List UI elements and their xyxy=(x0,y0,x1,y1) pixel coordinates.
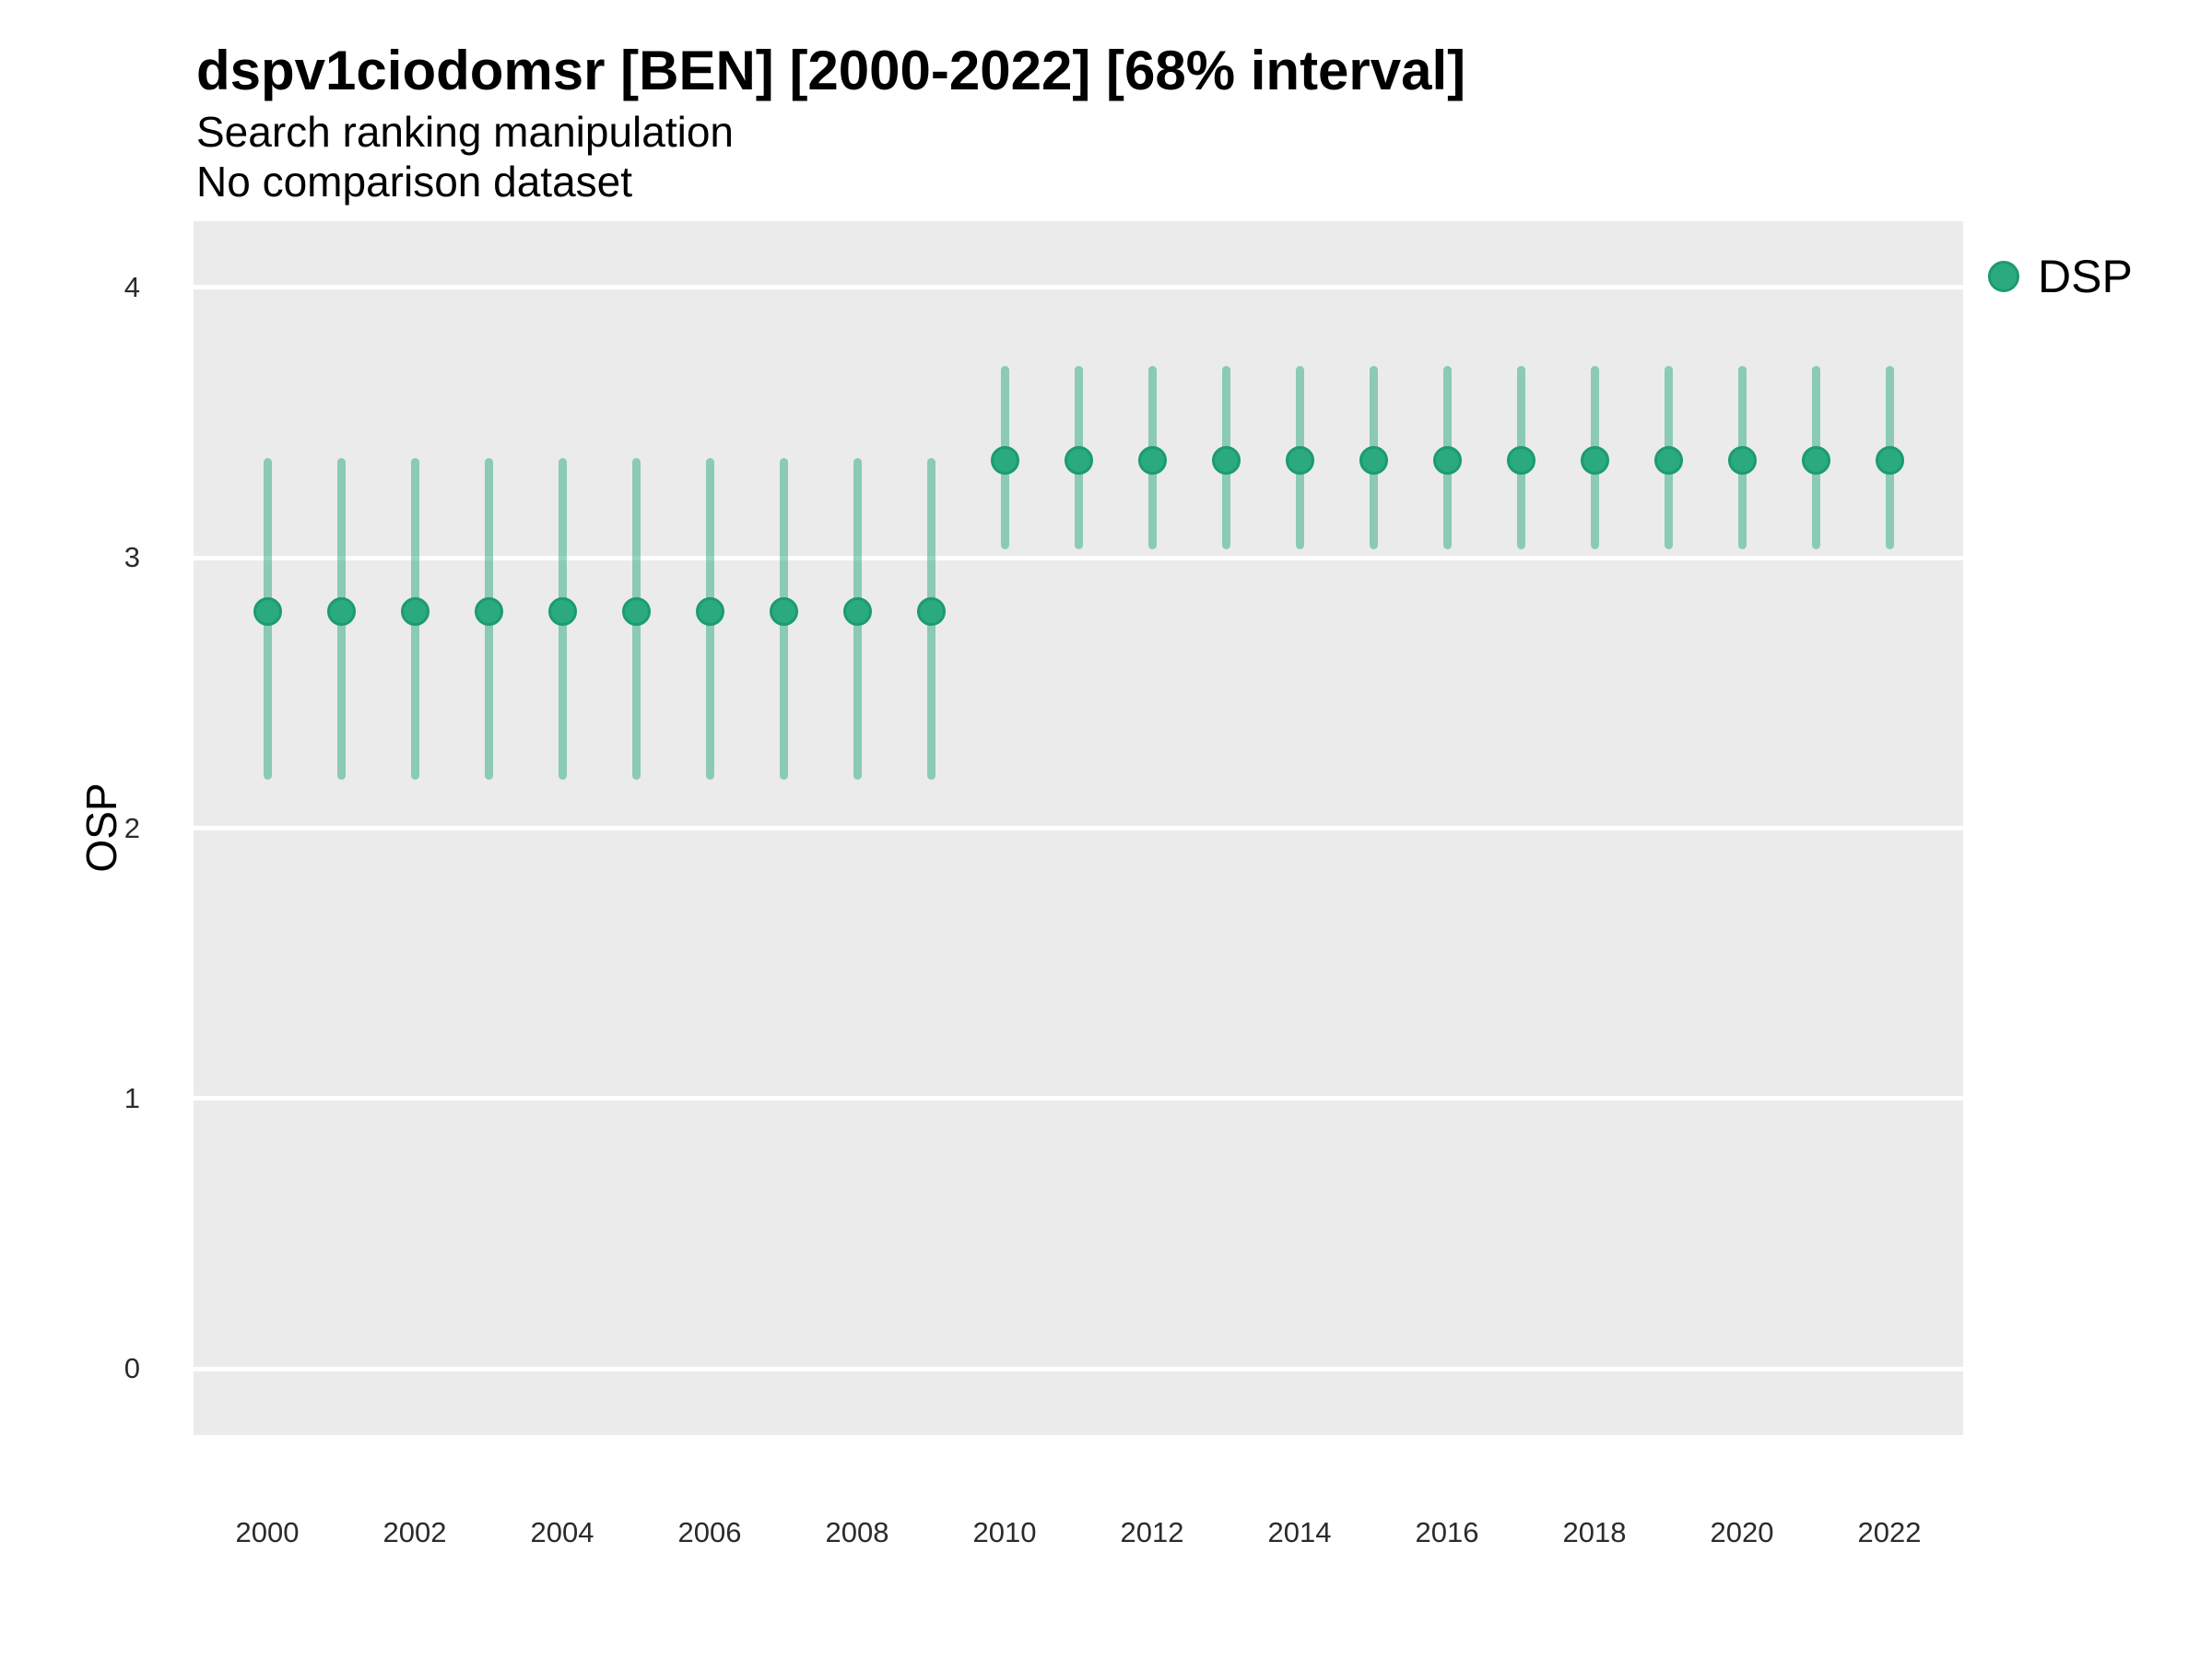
estimate-point xyxy=(1285,446,1314,476)
x-tick-label: 2000 xyxy=(235,1516,300,1548)
legend-label: DSP xyxy=(2038,251,2133,302)
chart-note: No comparison dataset xyxy=(196,158,633,206)
x-tick-label: 2012 xyxy=(1120,1516,1184,1548)
x-tick-label: 2002 xyxy=(382,1516,447,1548)
legend-point-icon xyxy=(1988,261,2019,292)
chart-title: dspv1ciodomsr [BEN] [2000-2022] [68% int… xyxy=(196,40,1466,101)
y-tick-label: 3 xyxy=(124,541,140,574)
x-tick-label: 2018 xyxy=(1562,1516,1627,1548)
major-gridline xyxy=(194,826,1963,830)
x-tick-label: 2014 xyxy=(1267,1516,1332,1548)
estimate-point xyxy=(1653,446,1683,476)
estimate-point xyxy=(1580,446,1609,476)
estimate-point xyxy=(253,597,282,627)
major-gridline xyxy=(194,555,1963,560)
estimate-point xyxy=(1359,446,1388,476)
estimate-point xyxy=(621,597,651,627)
legend: DSP xyxy=(1988,250,2133,303)
y-tick-label: 2 xyxy=(124,811,140,844)
estimate-point xyxy=(842,597,872,627)
estimate-point xyxy=(1137,446,1167,476)
major-gridline xyxy=(194,1366,1963,1371)
y-tick-label: 1 xyxy=(124,1081,140,1114)
estimate-point xyxy=(474,597,503,627)
estimate-point xyxy=(1801,446,1830,476)
x-tick-label: 2022 xyxy=(1857,1516,1922,1548)
estimate-point xyxy=(1727,446,1757,476)
estimate-point xyxy=(400,597,429,627)
chart-subtitle: Search ranking manipulation xyxy=(196,108,735,156)
major-gridline xyxy=(194,1096,1963,1101)
x-tick-label: 2008 xyxy=(825,1516,889,1548)
estimate-point xyxy=(769,597,798,627)
estimate-point xyxy=(990,446,1019,476)
estimate-point xyxy=(1211,446,1241,476)
estimate-point xyxy=(326,597,356,627)
x-tick-label: 2016 xyxy=(1415,1516,1479,1548)
estimate-point xyxy=(1506,446,1535,476)
estimate-point xyxy=(916,597,946,627)
estimate-point xyxy=(1875,446,1904,476)
estimate-point xyxy=(1432,446,1462,476)
x-tick-label: 2010 xyxy=(972,1516,1037,1548)
y-tick-label: 4 xyxy=(124,270,140,303)
estimate-point xyxy=(547,597,577,627)
plot-panel xyxy=(194,221,1963,1435)
x-tick-label: 2020 xyxy=(1710,1516,1774,1548)
major-gridline xyxy=(194,285,1963,290)
x-tick-label: 2006 xyxy=(677,1516,742,1548)
estimate-point xyxy=(1064,446,1093,476)
y-tick-label: 0 xyxy=(124,1352,140,1385)
estimate-point xyxy=(695,597,724,627)
x-tick-label: 2004 xyxy=(530,1516,594,1548)
